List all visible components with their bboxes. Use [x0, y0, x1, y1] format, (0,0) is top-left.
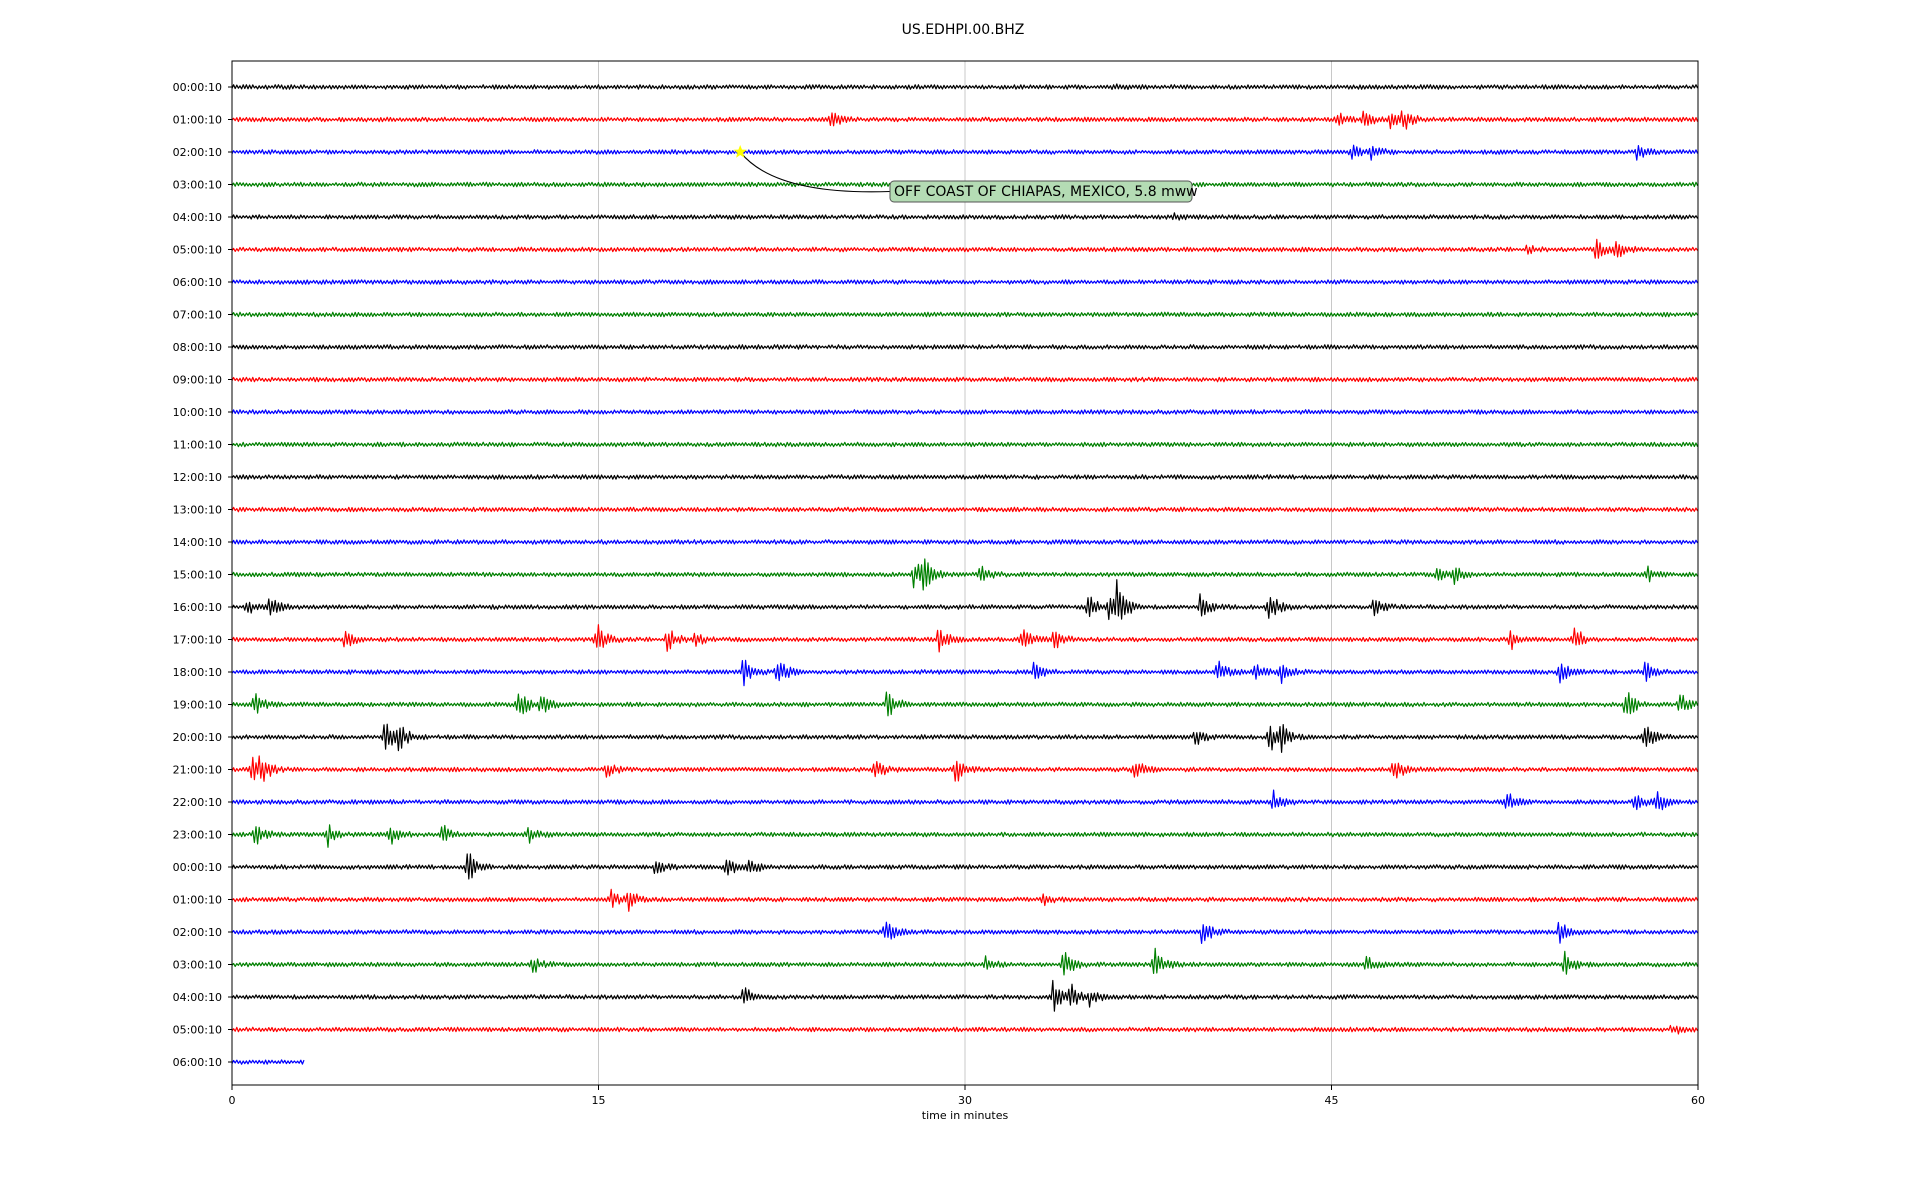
seismic-trace — [231, 83, 1699, 90]
annotation-box — [889, 180, 1193, 203]
row-time-label: 20:00:10 — [173, 731, 222, 744]
row-time-label: 09:00:10 — [173, 374, 222, 387]
row-time-label: 13:00:10 — [173, 504, 222, 517]
row-time-label: 03:00:10 — [173, 179, 222, 192]
annotation-arrow — [739, 151, 891, 193]
row-time-label: 07:00:10 — [173, 309, 222, 322]
seismic-trace — [231, 1024, 1699, 1035]
row-time-label: 10:00:10 — [173, 406, 222, 419]
seismic-trace — [231, 558, 1699, 591]
x-axis-label: time in minutes — [922, 1109, 1009, 1122]
row-time-label: 05:00:10 — [173, 244, 222, 257]
row-time-label: 21:00:10 — [173, 764, 222, 777]
row-time-label: 19:00:10 — [173, 699, 222, 712]
seismic-trace — [231, 144, 1699, 161]
row-time-label: 02:00:10 — [173, 146, 222, 159]
seismic-trace — [231, 691, 1699, 717]
row-time-label: 22:00:10 — [173, 796, 222, 809]
row-time-label: 23:00:10 — [173, 829, 222, 842]
seismic-trace — [231, 921, 1699, 944]
seismic-trace — [231, 474, 1699, 480]
row-time-label: 08:00:10 — [173, 341, 222, 354]
seismic-trace — [231, 853, 1699, 880]
row-time-label: 14:00:10 — [173, 536, 222, 549]
row-time-label: 18:00:10 — [173, 666, 222, 679]
row-time-label: 12:00:10 — [173, 471, 222, 484]
seismic-trace — [231, 110, 1699, 130]
seismic-trace — [231, 344, 1699, 350]
seismic-trace — [231, 624, 1699, 653]
seismic-trace — [231, 1059, 305, 1065]
seismic-trace — [231, 888, 1699, 912]
event-star-marker — [733, 145, 747, 158]
seismic-trace — [231, 212, 1699, 221]
row-time-label: 01:00:10 — [173, 894, 222, 907]
x-tick-label: 60 — [1691, 1094, 1705, 1107]
row-time-label: 00:00:10 — [173, 861, 222, 874]
seismic-trace — [231, 441, 1699, 448]
annotation-text: OFF COAST OF CHIAPAS, MEXICO, 5.8 mww — [894, 184, 1198, 200]
trace-layer — [231, 83, 1699, 1065]
row-time-label: 15:00:10 — [173, 569, 222, 582]
x-tick-label: 15 — [592, 1094, 606, 1107]
seismic-trace — [231, 311, 1699, 318]
seismic-trace — [231, 506, 1699, 513]
seismic-trace — [231, 723, 1699, 753]
seismic-trace — [231, 755, 1699, 782]
seismic-trace — [231, 539, 1699, 545]
seismic-trace — [231, 947, 1699, 976]
row-time-label: 17:00:10 — [173, 634, 222, 647]
annotation-layer: OFF COAST OF CHIAPAS, MEXICO, 5.8 mww — [733, 145, 1198, 203]
seismic-trace — [231, 789, 1699, 811]
seismic-trace — [231, 824, 1699, 848]
row-time-label: 05:00:10 — [173, 1024, 222, 1037]
row-time-label: 06:00:10 — [173, 276, 222, 289]
x-tick-label: 30 — [958, 1094, 972, 1107]
row-time-label: 06:00:10 — [173, 1056, 222, 1069]
row-time-label: 16:00:10 — [173, 601, 222, 614]
seismic-trace — [231, 409, 1699, 415]
chart-title: US.EDHPI.00.BHZ — [902, 22, 1025, 38]
seismic-trace — [231, 979, 1699, 1012]
row-time-label: 02:00:10 — [173, 926, 222, 939]
plot-frame — [231, 60, 1699, 1086]
seismic-trace — [231, 579, 1699, 621]
x-tick-label: 45 — [1325, 1094, 1339, 1107]
row-time-label: 01:00:10 — [173, 114, 222, 127]
row-time-label: 04:00:10 — [173, 211, 222, 224]
row-labels: 00:00:10 01:00:10 02:00:10 03:00:10 04:00:10… — [173, 81, 232, 1069]
seismic-trace — [231, 238, 1699, 259]
seismic-trace — [231, 279, 1699, 285]
x-tick-label: 0 — [229, 1094, 236, 1107]
row-time-label: 04:00:10 — [173, 991, 222, 1004]
x-axis-ticks: 0 15 30 45 60 — [229, 1085, 1705, 1107]
row-time-label: 00:00:10 — [173, 81, 222, 94]
row-time-label: 03:00:10 — [173, 959, 222, 972]
row-time-label: 11:00:10 — [173, 439, 222, 452]
seismic-trace — [231, 659, 1699, 687]
seismic-trace — [231, 376, 1699, 383]
